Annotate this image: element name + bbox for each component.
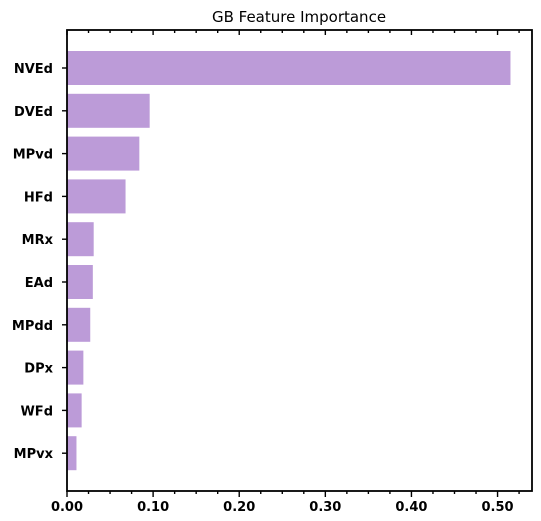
y-tick-label: WFd <box>20 404 53 419</box>
bar-mpdd <box>67 307 91 342</box>
y-tick-label: MPvx <box>14 447 54 462</box>
bar-dpx <box>67 350 84 385</box>
x-tick-label: 0.10 <box>137 500 169 515</box>
bar-hfd <box>67 179 126 214</box>
x-ticks: 0.00 0.10 0.20 0.30 0.40 0.50 <box>51 30 520 515</box>
bar-mpvx <box>67 436 77 471</box>
x-tick-label: 0.50 <box>482 500 514 515</box>
bar-mpvd <box>67 136 140 171</box>
x-tick-label: 0.00 <box>51 500 83 515</box>
chart-title: GB Feature Importance <box>212 8 386 26</box>
x-tick-label: 0.30 <box>309 500 341 515</box>
bar-mrx <box>67 222 94 257</box>
bar-wfd <box>67 393 82 428</box>
y-tick-label: HFd <box>24 190 53 205</box>
y-tick-label: NVEd <box>14 62 53 77</box>
plot-frame <box>66 29 533 492</box>
y-tick-labels: NVEd DVEd MPvd HFd MRx EAd MPdd DPx WFd MPvx <box>12 62 67 462</box>
y-tick-label: EAd <box>25 276 53 291</box>
bars-group <box>67 51 511 471</box>
bar-ead <box>67 265 93 299</box>
x-tick-label: 0.20 <box>223 500 255 515</box>
y-tick-label: DPx <box>24 362 53 377</box>
y-tick-label: MPdd <box>12 319 53 334</box>
bar-nved <box>67 51 511 85</box>
x-tick-label: 0.40 <box>395 500 427 515</box>
y-tick-label: MPvd <box>13 148 53 163</box>
bar-dved <box>67 93 150 128</box>
y-tick-label: MRx <box>22 233 54 248</box>
y-tick-label: DVEd <box>14 105 53 120</box>
